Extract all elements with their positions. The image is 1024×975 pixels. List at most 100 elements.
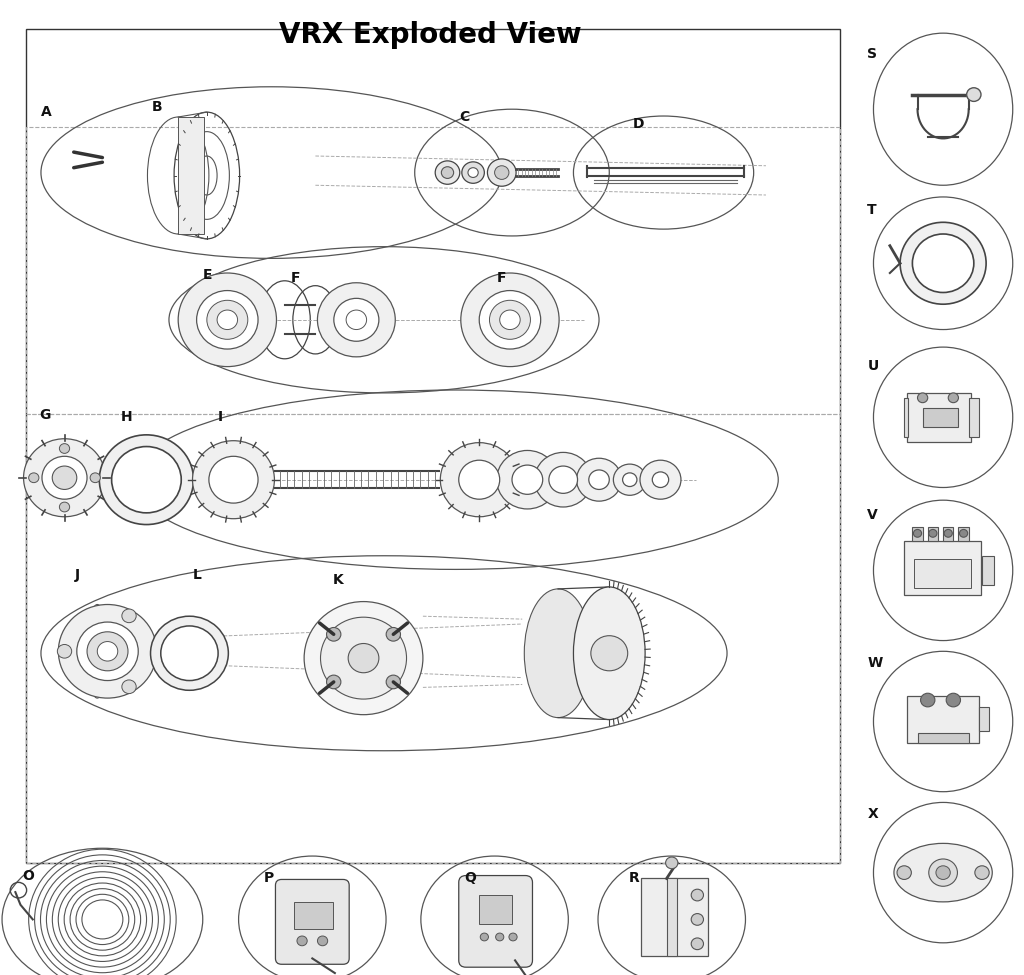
Circle shape [975,866,989,879]
Circle shape [944,529,952,537]
Circle shape [193,441,274,519]
Circle shape [29,473,39,483]
Circle shape [967,88,981,101]
Text: K: K [333,573,343,587]
Circle shape [207,300,248,339]
Circle shape [122,680,136,693]
Circle shape [489,300,530,339]
Circle shape [42,456,87,499]
Circle shape [496,933,504,941]
Ellipse shape [894,843,992,902]
Circle shape [57,644,72,658]
Bar [904,541,981,595]
Circle shape [591,636,628,671]
Text: E: E [203,268,212,282]
Text: R: R [629,871,639,884]
Circle shape [112,447,181,513]
Circle shape [161,626,218,681]
Circle shape [652,472,669,488]
Circle shape [317,283,395,357]
Circle shape [912,234,974,292]
Circle shape [946,693,961,707]
Circle shape [691,889,703,901]
Circle shape [495,166,509,179]
Circle shape [334,298,379,341]
Circle shape [936,866,950,879]
Bar [907,696,979,743]
Text: B: B [152,100,162,114]
Circle shape [512,465,543,494]
Circle shape [217,310,238,330]
Circle shape [90,473,100,483]
Circle shape [929,529,937,537]
Bar [982,556,994,585]
Circle shape [99,435,194,525]
Circle shape [459,460,500,499]
Ellipse shape [487,159,516,186]
Bar [979,707,989,731]
Circle shape [948,393,958,403]
Circle shape [87,632,128,671]
Bar [667,878,677,956]
Circle shape [640,460,681,499]
Circle shape [509,933,517,941]
Circle shape [900,222,986,304]
Circle shape [913,529,922,537]
Text: L: L [193,568,202,582]
Text: C: C [459,110,469,124]
Bar [26,414,840,863]
Text: T: T [867,203,877,216]
Bar [969,398,979,437]
Circle shape [577,458,622,501]
Circle shape [549,466,578,493]
Circle shape [589,470,609,489]
Circle shape [497,450,558,509]
Bar [294,902,333,929]
Circle shape [440,443,518,517]
Bar [912,526,923,541]
Circle shape [461,273,559,367]
Text: D: D [633,117,644,131]
Text: VRX Exploded View: VRX Exploded View [279,21,582,50]
Text: A: A [41,105,51,119]
Circle shape [613,464,646,495]
Text: X: X [867,807,878,821]
Text: J: J [75,568,80,582]
Text: G: G [39,409,50,422]
Circle shape [500,310,520,330]
Circle shape [480,933,488,941]
Circle shape [918,393,928,403]
Circle shape [178,273,276,367]
Text: V: V [867,508,878,522]
Circle shape [691,914,703,925]
Circle shape [327,628,341,642]
Text: S: S [867,47,878,60]
Bar [958,526,969,541]
Circle shape [691,938,703,950]
FancyBboxPatch shape [459,876,532,967]
Circle shape [77,622,138,681]
Ellipse shape [435,161,460,184]
Bar [641,878,708,956]
Circle shape [897,866,911,879]
Circle shape [209,456,258,503]
Circle shape [386,628,400,642]
Circle shape [197,291,258,349]
Circle shape [386,675,400,688]
Text: Q: Q [464,871,476,884]
Circle shape [348,644,379,673]
Ellipse shape [524,589,592,718]
Text: H: H [121,410,132,424]
Bar [943,526,953,541]
Circle shape [479,291,541,349]
Circle shape [297,936,307,946]
Circle shape [666,857,678,869]
Bar [479,895,512,924]
Circle shape [317,936,328,946]
Ellipse shape [462,162,484,183]
Circle shape [921,693,935,707]
Bar [907,393,971,442]
Circle shape [623,473,637,487]
Text: W: W [867,656,883,670]
Circle shape [24,439,105,517]
